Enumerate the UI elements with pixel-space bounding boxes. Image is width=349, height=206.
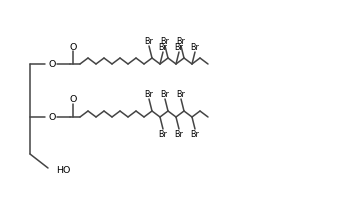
Text: Br: Br — [174, 130, 184, 139]
Text: Br: Br — [191, 43, 199, 52]
Text: Br: Br — [144, 37, 154, 46]
Text: O: O — [48, 113, 56, 122]
Text: Br: Br — [161, 37, 169, 46]
Text: Br: Br — [191, 130, 199, 139]
Text: O: O — [69, 42, 77, 51]
Text: O: O — [69, 95, 77, 104]
Text: Br: Br — [177, 90, 185, 99]
Text: O: O — [48, 60, 56, 69]
Text: Br: Br — [158, 130, 168, 139]
Text: Br: Br — [158, 43, 168, 52]
Text: Br: Br — [144, 90, 154, 99]
Text: HO: HO — [56, 166, 70, 175]
Text: Br: Br — [177, 37, 185, 46]
Text: Br: Br — [174, 43, 184, 52]
Text: Br: Br — [161, 90, 169, 99]
